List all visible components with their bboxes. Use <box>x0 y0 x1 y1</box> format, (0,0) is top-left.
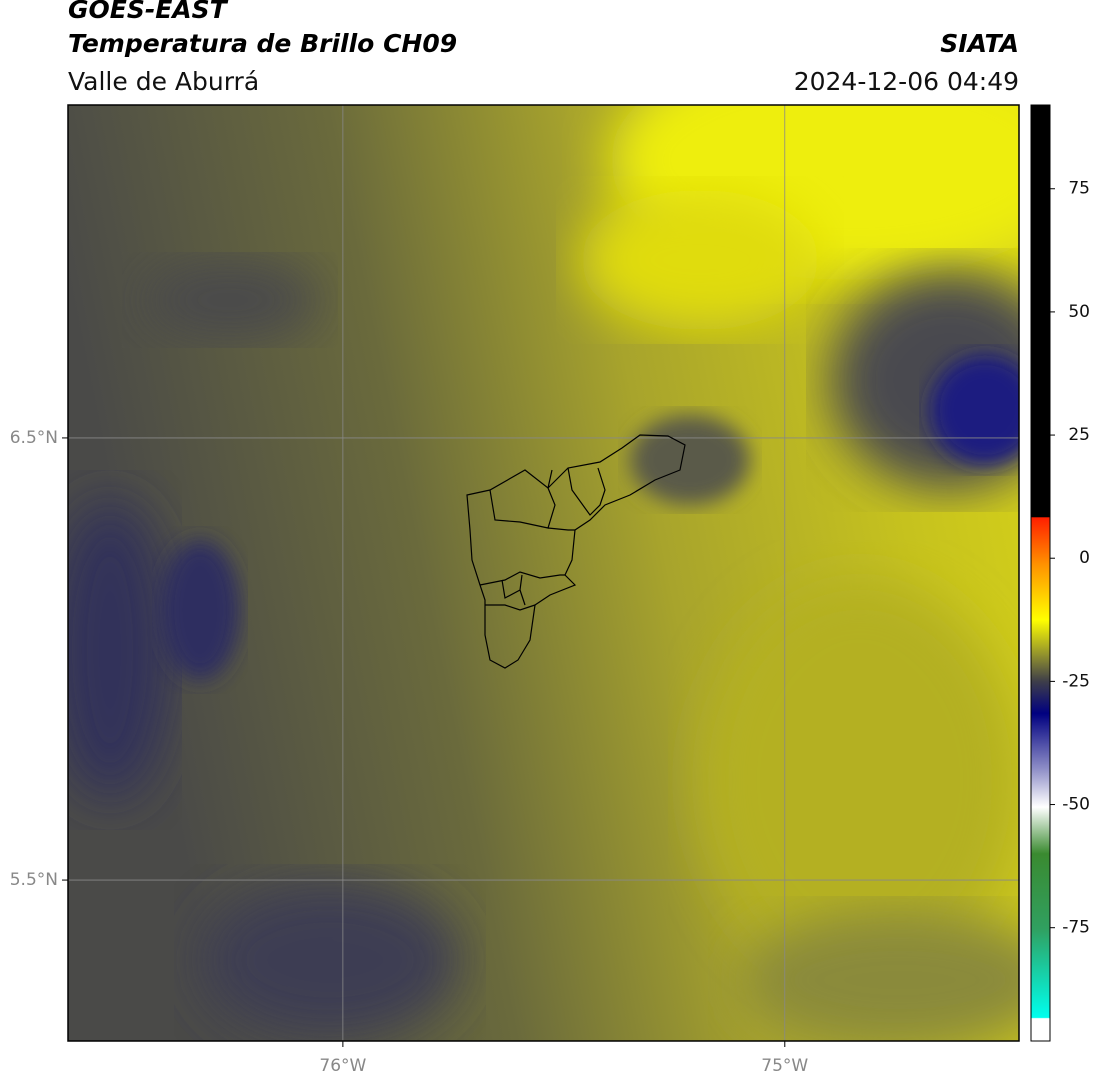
map-frame <box>67 104 1020 1042</box>
municipal-boundaries <box>466 434 686 669</box>
y-tick-label: 6.5°N <box>10 428 58 448</box>
colorbar-tick-label: 25 <box>1068 425 1090 445</box>
region: Valle de Aburrá <box>68 67 259 96</box>
colorbar-tick-label: -75 <box>1062 918 1090 938</box>
colorbar <box>1030 104 1051 1042</box>
colorbar-tick-label: 75 <box>1068 179 1090 199</box>
datetime: 2024-12-06 04:49 <box>794 67 1019 96</box>
graticule <box>68 105 1019 1041</box>
colorbar-tick-label: 0 <box>1079 548 1090 568</box>
subtitle: Temperatura de Brillo CH09 <box>68 29 457 58</box>
x-tick-label: 75°W <box>761 1056 808 1076</box>
colorbar-tick-label: 50 <box>1068 302 1090 322</box>
colorbar-tick-label: -50 <box>1062 795 1090 815</box>
y-tick-label: 5.5°N <box>10 870 58 890</box>
colorbar-tick-label: -25 <box>1062 671 1090 691</box>
map-image <box>68 105 1019 1041</box>
title: GOES-EAST <box>68 0 229 24</box>
source: SIATA <box>940 29 1019 58</box>
x-tick-label: 76°W <box>319 1056 366 1076</box>
